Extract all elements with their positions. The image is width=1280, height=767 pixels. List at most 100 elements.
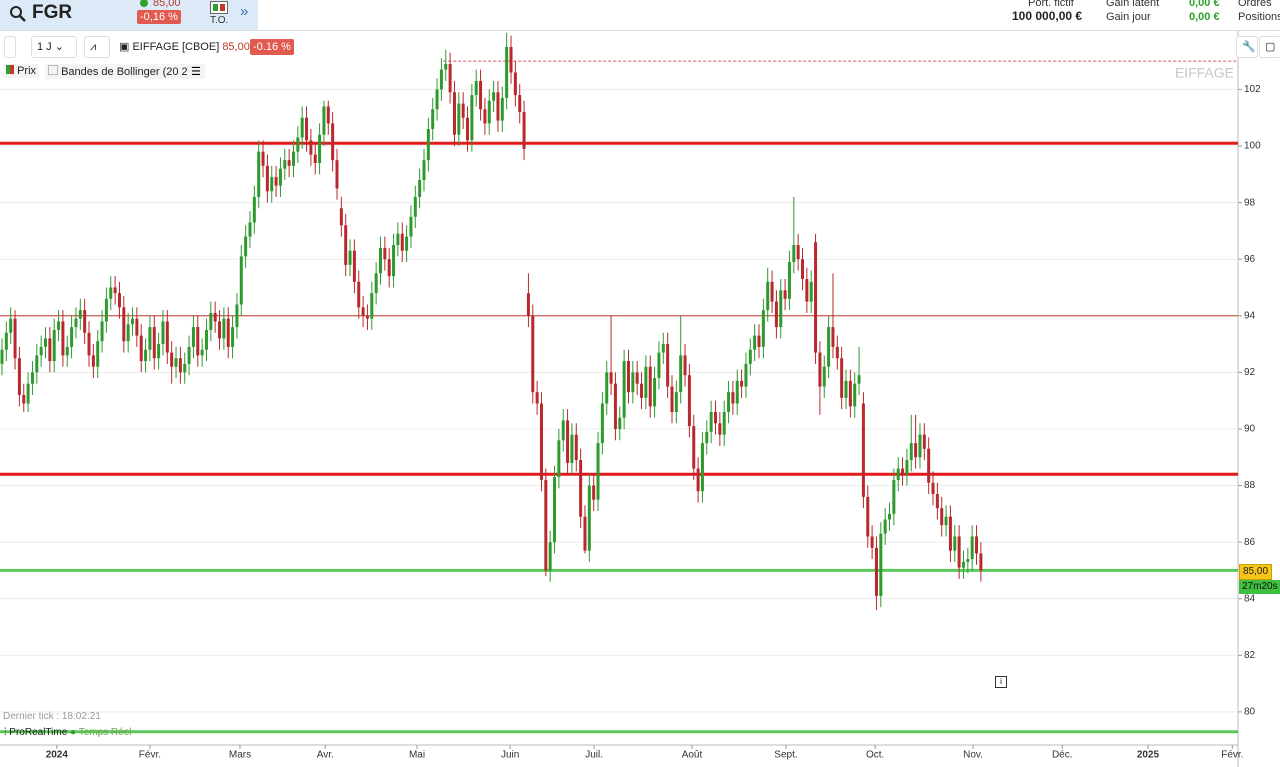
candle-body [509,46,513,73]
candle-body [496,92,500,121]
portfolio-label: Port. fictif [1028,0,1074,9]
legend-bollinger-text: Bandes de Bollinger (20 2) [61,66,192,78]
last-tick: Dernier tick : 18:02:21 [3,711,101,722]
candle-body [927,448,931,483]
candle-body [557,440,561,478]
legend-bollinger[interactable]: Bandes de Bollinger (20 2) [45,64,195,79]
candle-body [809,281,813,302]
candle-body [361,307,365,316]
candle-body [379,247,383,274]
candle-body [661,344,665,353]
candle-body [835,346,839,359]
candle-body [357,281,361,308]
candle-body [178,358,182,373]
orders[interactable]: Ordres [1238,0,1272,9]
candle-body [65,346,69,356]
candle-body [874,547,878,596]
candle-body [618,417,622,429]
to-icon[interactable] [210,1,228,14]
candle-body [909,443,913,461]
candle-body [957,536,961,568]
candle-body [979,553,983,571]
chart-type[interactable]: ⩘ [84,36,110,58]
y-tick-label: 84 [1244,593,1256,604]
y-tick-label: 92 [1244,367,1256,378]
candle-body [87,332,91,356]
candle-body [705,431,709,444]
watermark: EIFFAGE [1175,65,1234,81]
candle-body [226,318,230,347]
candle-body [104,298,108,322]
candle-body [848,380,852,407]
candle-body [235,304,239,328]
candle-body [879,533,883,596]
y-tick-label: 102 [1244,84,1261,95]
search-icon[interactable] [9,5,27,23]
to-label[interactable]: T.O. [210,15,229,26]
candle-body [165,321,169,353]
candle-body [544,479,548,571]
candle-body [783,290,787,299]
candle-body [161,321,165,345]
candle-body [961,561,965,568]
candle-body [183,363,187,373]
x-tick-label: Oct. [866,750,884,761]
candle-body [13,318,17,359]
positions[interactable]: Positions [1238,11,1280,23]
portfolio-value: 100 000,00 € [1012,9,1083,23]
candle-body [70,327,74,347]
x-tick-label: Févr. [1221,750,1243,761]
candle-body [596,443,600,500]
candle-body [975,536,979,554]
candle-body [944,516,948,526]
candle-body [374,273,378,294]
candle-body [905,460,909,475]
candle-body [970,536,974,560]
candle-body [766,281,770,311]
candle-body [113,287,117,294]
candle-body [191,327,195,347]
candle-body [801,259,805,280]
candle-body [857,375,861,384]
candle-body [100,321,104,342]
candle-body [439,69,443,90]
candle-body [713,411,717,424]
y-tick-label: 96 [1244,254,1256,265]
y-tick-label: 90 [1244,424,1256,435]
header-price: 85,00 [153,0,181,9]
window-button[interactable]: ▢ [1259,36,1280,58]
candle-body [587,485,591,551]
candle-body [413,196,417,217]
instrument-name: EIFFAGE [CBOE] [132,41,220,53]
candle-body [487,100,491,124]
brand-text: ProRealTime [9,727,68,738]
lock-button[interactable] [4,36,16,58]
header-change: -0,16 % [137,10,181,24]
candle-body [270,177,274,192]
timer: 27m20s [1239,580,1280,594]
candle-body [431,109,435,130]
candle-body [91,355,95,367]
x-tick-label: 2024 [46,750,69,761]
candle-body [348,250,352,265]
candle-body [30,372,34,384]
tools-button[interactable]: 🔧 [1236,36,1258,58]
x-tick-label: Août [682,750,703,761]
candle-body [818,352,822,387]
info-icon[interactable]: i [995,676,1007,688]
legend-menu[interactable]: ☰ [187,64,205,79]
candle-body [131,318,135,325]
legend-price[interactable]: Prix [3,64,40,78]
candle-body [457,103,461,135]
x-tick-label: Mars [229,750,251,761]
realtime: Temps Réel [78,727,132,738]
expand[interactable]: » [240,3,249,20]
candle-body [700,443,704,492]
period-select[interactable]: 1 J ⌄ [31,36,77,58]
x-tick-label: Avr. [317,750,334,761]
candle-body [265,165,269,192]
y-tick-label: 94 [1244,310,1256,321]
candle-body [901,468,905,475]
candle-body [296,137,300,152]
